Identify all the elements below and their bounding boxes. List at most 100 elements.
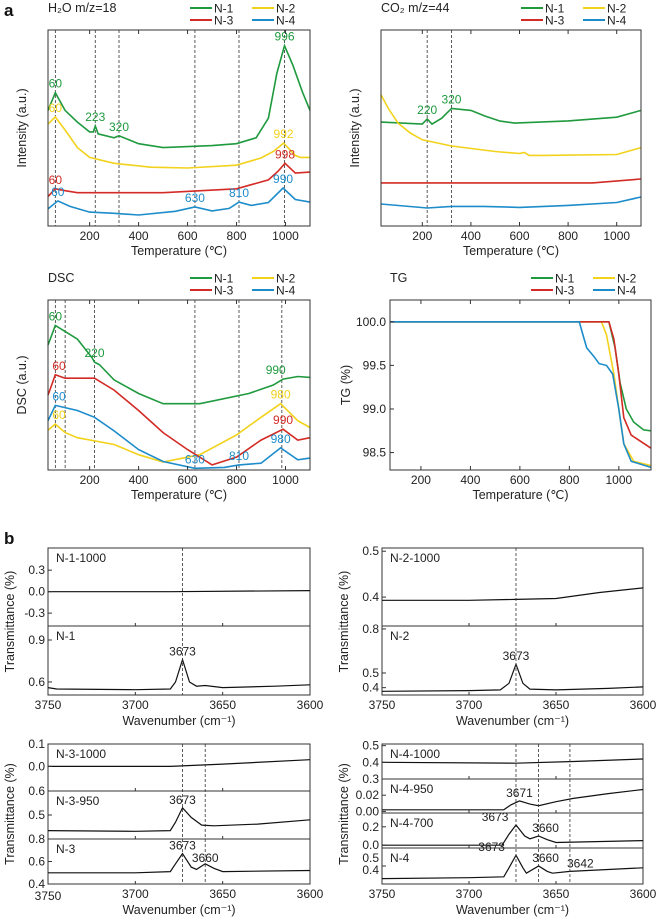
x-tick-label: 200 [80, 229, 100, 243]
x-tick-label: 600 [178, 229, 198, 243]
subplot-frame [47, 625, 311, 696]
y-tick-label: 0.5 [362, 666, 379, 680]
data-label: 630 [185, 452, 205, 466]
spectrum-line [48, 852, 311, 874]
series-line-N-1 [380, 107, 642, 126]
series-line-N-1 [390, 321, 652, 432]
subplot-N-1: N-1 0.9 0.6 3673 [28, 625, 311, 696]
x-axis-label: Temperature (℃) [463, 244, 559, 258]
data-label: 60 [49, 101, 63, 115]
data-label: 60 [52, 408, 66, 422]
peak-label: 3660 [532, 821, 559, 835]
legend-label: N-2 [276, 2, 296, 16]
chart-2: DSC N-1 N-2 N-3 N-4 60 220 990 60 980 60 990 60 630 81… [15, 271, 311, 502]
x-tick-label: 400 [461, 229, 481, 243]
peak-label: 3671 [506, 786, 533, 800]
y-tick-label: 0.8 [28, 832, 45, 846]
series-line-N-1 [47, 43, 311, 149]
y-tick-label: 0.6 [28, 784, 45, 798]
spectrum-line [382, 587, 644, 601]
y-tick-label: 0.3 [28, 563, 45, 577]
chart-1: CO₂ m/z=44 N-1 N-2 N-3 N-4 220 320 200 400 600 800… [348, 1, 642, 258]
x-tick-label: 800 [227, 229, 247, 243]
x-tick-label: 3700 [122, 887, 149, 901]
x-axis-label: Wavenumber (cm⁻¹) [456, 714, 569, 728]
spectrum-line [382, 788, 644, 811]
series-line-N-4 [390, 321, 652, 469]
legend-label: N-4 [276, 14, 296, 28]
data-label: 810 [229, 186, 249, 200]
series-line-N-2 [47, 115, 310, 169]
data-label: 992 [274, 127, 294, 141]
data-label: 980 [271, 432, 291, 446]
subplot-label: N-4-700 [390, 816, 434, 830]
x-axis-label: Wavenumber (cm⁻¹) [456, 903, 569, 917]
y-tick-label: 99.0 [363, 402, 387, 416]
chart-0: H₂O m/z=18 N-1 N-2 N-3 N-4 60 223 320 996 60 992 60… [15, 1, 311, 258]
y-tick-label: 98.5 [363, 446, 387, 460]
series-line-N-3 [47, 162, 311, 198]
x-tick-label: 3650 [543, 887, 570, 901]
x-tick-label: 3600 [297, 887, 324, 901]
y-tick-label: -0.3 [24, 606, 45, 620]
peak-label: 3673 [482, 810, 509, 824]
plot-frame [47, 29, 311, 227]
subplot-label: N-4 [390, 851, 410, 865]
legend-label: N-2 [607, 2, 627, 16]
x-tick-label: 3750 [35, 698, 62, 712]
subplot-frame [381, 625, 644, 696]
subplot-N-1-1000: N-1-1000 0.3 0.0 -0.3 [24, 547, 311, 627]
y-tick-label: 0.4 [362, 755, 379, 769]
x-tick-label: 400 [129, 473, 149, 487]
peak-label: 3660 [192, 851, 219, 865]
y-tick-label: 0.6 [28, 855, 45, 869]
subplot-label: N-3-1000 [56, 747, 106, 761]
series-line-N-4 [380, 196, 642, 209]
series-line-N-4 [47, 186, 311, 216]
chart-title: CO₂ m/z=44 [381, 1, 449, 15]
subplot-label: N-1 [56, 629, 76, 643]
y-axis-label: DSC (a.u.) [15, 355, 29, 414]
x-axis-label: Temperature (℃) [131, 244, 227, 258]
data-label: 223 [85, 110, 105, 124]
peak-label: 3673 [503, 649, 530, 663]
data-label: 990 [273, 413, 293, 427]
y-tick-label: 0.0 [28, 759, 45, 773]
y-tick-label: 0.0 [28, 585, 45, 599]
chart-title: TG [390, 271, 407, 285]
x-tick-label: 3650 [209, 887, 236, 901]
legend-label: N-1 [214, 2, 234, 16]
x-tick-label: 3600 [297, 698, 324, 712]
chart-3: TG N-1 N-2 N-3 N-4 200 400 600 800 1000 100.0 99.5 9… [339, 271, 652, 502]
data-label: 980 [271, 388, 291, 402]
x-tick-label: 1000 [605, 473, 632, 487]
y-tick-label: 0.5 [362, 851, 379, 865]
peak-label: 3673 [478, 840, 505, 854]
series-line-N-4 [47, 404, 311, 470]
x-tick-label: 1000 [603, 229, 630, 243]
y-axis-label: Transmittance (%) [3, 571, 17, 673]
subplot-N-4-1000: N-4-1000 0.5 0.4 0.3 [362, 739, 644, 786]
legend-label: N-3 [214, 14, 234, 28]
legend-label: N-3 [545, 14, 565, 28]
x-tick-label: 3700 [456, 698, 483, 712]
spectrum-line [382, 824, 644, 846]
chart-title: H₂O m/z=18 [48, 1, 116, 15]
legend-label: N-4 [617, 284, 637, 298]
series-line-N-3 [381, 178, 642, 184]
plot-frame [380, 29, 642, 227]
legend-label: N-4 [607, 14, 627, 28]
data-label: 60 [52, 389, 66, 403]
y-tick-label: 0.4 [362, 590, 379, 604]
subplot-N-4-700: N-4-700 0.2 0.0 3673 3660 [362, 810, 644, 852]
spectrum-line [48, 759, 311, 767]
x-tick-label: 200 [80, 473, 100, 487]
chart-title: DSC [48, 271, 74, 285]
spectrum-line [47, 806, 311, 832]
y-tick-label: 0.6 [28, 675, 45, 689]
x-tick-label: 3750 [35, 889, 62, 903]
y-tick-label: 0.4 [362, 863, 379, 877]
series-line-N-2 [380, 94, 642, 157]
